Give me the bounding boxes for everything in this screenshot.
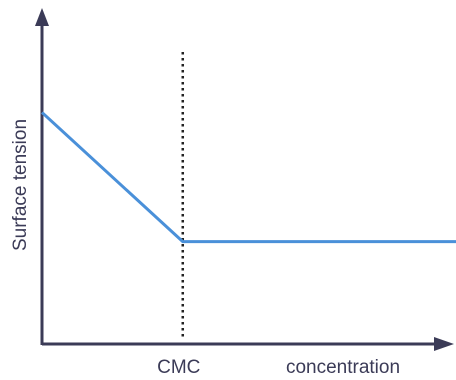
y-axis-label: Surface tension [10, 119, 31, 251]
x-axis-label: concentration [286, 357, 400, 378]
x-tick-label-cmc: CMC [157, 357, 200, 378]
plot-area: CMC concentration Surface tension [10, 8, 456, 378]
x-axis-arrow [434, 337, 454, 351]
surface-tension-line [40, 111, 456, 244]
y-axis-arrow [35, 8, 49, 26]
